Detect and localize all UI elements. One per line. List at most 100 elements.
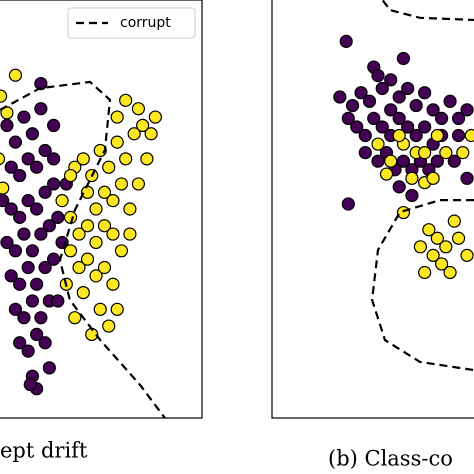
- data-point: [4, 269, 18, 283]
- axes-frame: [271, 0, 474, 419]
- data-point: [110, 135, 124, 149]
- data-point: [392, 128, 406, 143]
- data-point: [21, 194, 35, 208]
- data-point: [426, 171, 440, 185]
- data-point: [460, 103, 474, 117]
- data-point: [42, 219, 56, 233]
- data-point: [443, 265, 457, 280]
- data-point: [72, 227, 86, 241]
- data-point: [21, 260, 35, 275]
- caption: ept drift: [0, 439, 88, 463]
- data-point: [110, 110, 124, 124]
- data-point: [396, 205, 411, 220]
- data-point: [439, 240, 453, 254]
- data-point: [17, 311, 31, 325]
- data-point: [63, 244, 78, 258]
- data-point: [451, 231, 466, 245]
- data-point: [23, 377, 37, 392]
- data-point: [362, 94, 377, 108]
- data-point: [80, 252, 95, 266]
- data-point: [144, 127, 158, 141]
- boundary-line: [0, 80, 166, 418]
- data-point: [384, 73, 398, 87]
- data-point: [375, 120, 389, 134]
- data-point: [46, 152, 61, 166]
- data-point: [80, 219, 95, 233]
- data-point: [106, 194, 120, 208]
- data-point: [127, 127, 141, 141]
- data-point: [38, 143, 52, 158]
- data-point: [148, 110, 162, 124]
- data-point: [51, 210, 65, 224]
- data-point: [89, 202, 103, 216]
- boundary-line: [381, 0, 474, 22]
- data-point: [55, 194, 69, 208]
- data-point: [460, 248, 474, 262]
- data-point: [371, 137, 385, 151]
- data-point: [435, 257, 449, 271]
- data-point: [460, 171, 474, 185]
- data-point: [46, 252, 61, 266]
- plot-area: [333, 0, 474, 372]
- data-point: [30, 160, 44, 174]
- data-point: [30, 327, 44, 341]
- data-point: [418, 120, 432, 134]
- data-point: [17, 110, 31, 124]
- data-point: [405, 188, 419, 203]
- data-point: [345, 98, 360, 113]
- data-point: [68, 311, 82, 325]
- data-point: [13, 210, 27, 224]
- data-point: [8, 135, 23, 149]
- data-point: [89, 269, 103, 283]
- data-point: [371, 154, 385, 168]
- data-point: [38, 260, 52, 275]
- data-point: [384, 154, 398, 168]
- data-point: [401, 120, 415, 134]
- data-point: [110, 302, 124, 316]
- data-point: [341, 111, 355, 126]
- data-point: [392, 111, 406, 126]
- data-point: [42, 361, 56, 375]
- data-point: [413, 240, 427, 254]
- data-point: [409, 98, 423, 113]
- data-point: [8, 68, 23, 82]
- data-point: [102, 160, 116, 174]
- data-point: [8, 302, 23, 316]
- data-point: [13, 168, 27, 183]
- data-point: [131, 102, 145, 116]
- data-point: [93, 302, 107, 316]
- data-point: [464, 128, 474, 143]
- data-point: [447, 154, 461, 168]
- data-point: [392, 180, 406, 194]
- data-point: [97, 219, 112, 233]
- data-point: [72, 260, 86, 275]
- data-point: [430, 128, 444, 143]
- data-point: [451, 128, 466, 143]
- data-point: [106, 227, 120, 241]
- data-point: [46, 118, 61, 133]
- data-point: [102, 319, 116, 333]
- data-point: [422, 223, 436, 237]
- data-point: [123, 227, 137, 241]
- data-point: [350, 120, 364, 134]
- data-point: [430, 154, 444, 168]
- data-point: [131, 177, 145, 191]
- data-point: [451, 111, 466, 126]
- data-point: [93, 143, 107, 158]
- legend-box: [67, 7, 196, 39]
- plot-area: [0, 68, 166, 418]
- data-point: [21, 152, 35, 166]
- data-point: [0, 235, 14, 250]
- data-point: [0, 152, 6, 166]
- data-point: [13, 336, 27, 350]
- data-point: [89, 235, 103, 250]
- data-point: [51, 294, 65, 308]
- data-point: [106, 277, 120, 291]
- data-point: [0, 89, 8, 103]
- data-point: [76, 286, 90, 300]
- data-point: [396, 154, 411, 168]
- data-point: [375, 81, 389, 96]
- data-point: [97, 185, 112, 199]
- data-point: [401, 81, 415, 96]
